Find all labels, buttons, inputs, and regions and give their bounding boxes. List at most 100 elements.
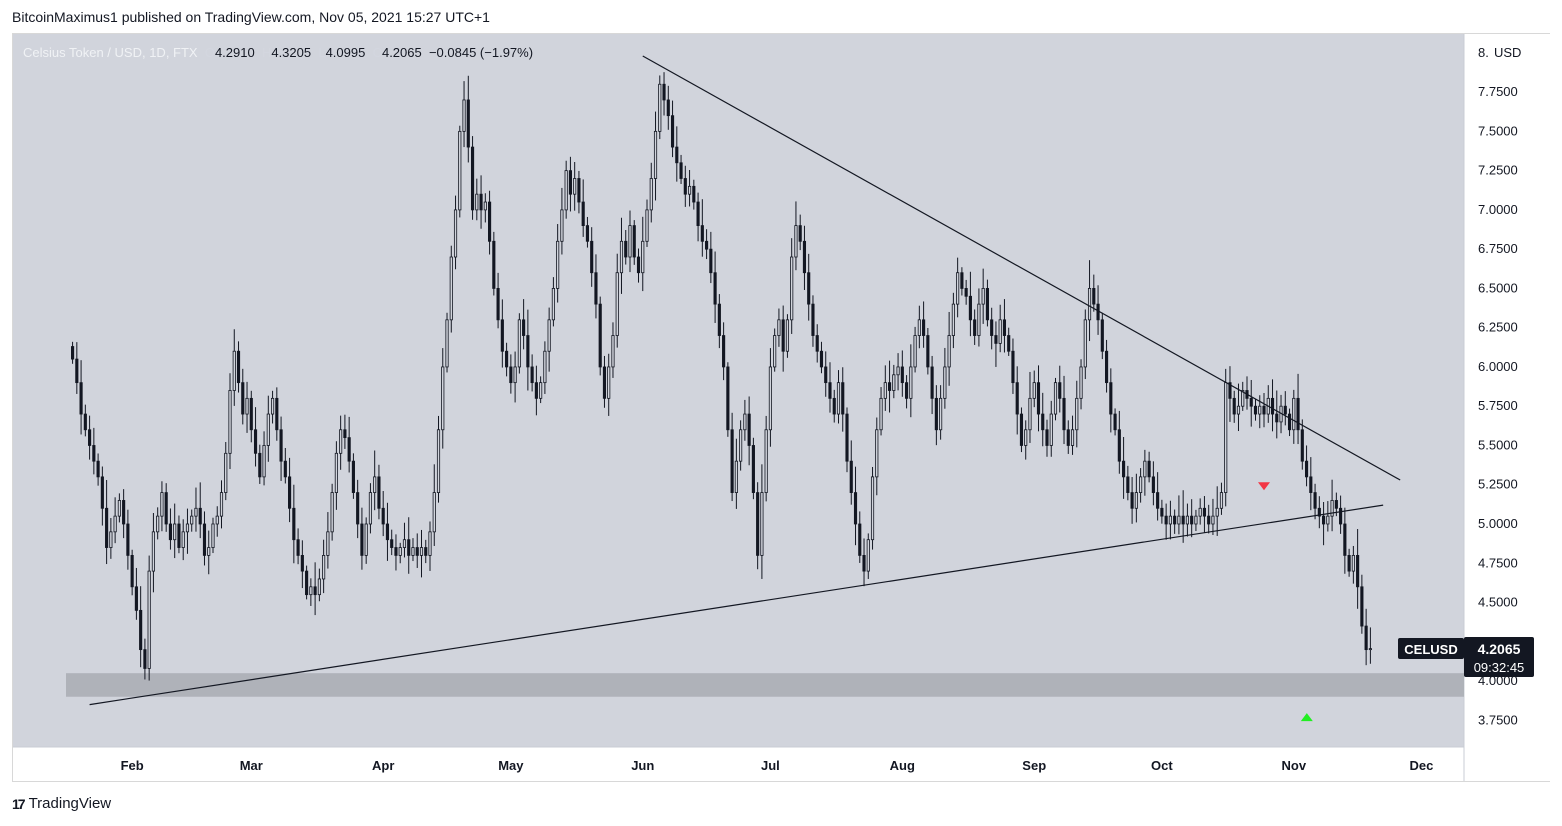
candle-body bbox=[445, 319, 449, 368]
candle-body bbox=[1262, 405, 1266, 415]
candle-body bbox=[1339, 507, 1343, 525]
candle-body bbox=[1334, 500, 1338, 509]
candle-body bbox=[475, 193, 479, 211]
candle-body bbox=[1300, 429, 1304, 462]
candle-body bbox=[185, 523, 190, 533]
candle-body bbox=[1317, 507, 1321, 517]
candle-body bbox=[1292, 397, 1296, 431]
support-zone bbox=[66, 673, 1464, 697]
candle-body bbox=[381, 507, 385, 525]
candle-body bbox=[83, 413, 87, 431]
candle-body bbox=[743, 413, 747, 431]
candle-body bbox=[666, 99, 670, 117]
candle-body bbox=[360, 523, 364, 556]
candle-body bbox=[1215, 507, 1219, 517]
candle-body bbox=[288, 476, 292, 509]
footer: 17 TradingView bbox=[12, 795, 111, 812]
legend-low-label: L bbox=[318, 45, 326, 60]
x-tick-label: Feb bbox=[121, 758, 144, 773]
candle-body bbox=[628, 225, 632, 258]
candle-body bbox=[875, 429, 879, 478]
candle-body bbox=[300, 555, 304, 572]
candle-body bbox=[168, 523, 173, 541]
candle-body bbox=[717, 303, 721, 336]
candle-body bbox=[71, 346, 75, 360]
candle-body bbox=[722, 335, 726, 368]
footer-brand[interactable]: TradingView bbox=[28, 795, 112, 812]
candle-body bbox=[598, 303, 602, 368]
candle-body bbox=[1139, 476, 1143, 493]
candle-body bbox=[1224, 382, 1228, 493]
candle-body bbox=[994, 335, 998, 344]
candle-body bbox=[462, 99, 466, 132]
x-axis-area bbox=[13, 747, 1464, 781]
y-tick-label: 5.0000 bbox=[1478, 516, 1518, 531]
red-down-triangle-icon bbox=[1258, 482, 1271, 491]
candle-body bbox=[1117, 429, 1121, 462]
candle-body bbox=[577, 178, 581, 203]
candle-body bbox=[517, 319, 521, 368]
candle-body bbox=[364, 523, 368, 556]
candle-body bbox=[581, 201, 585, 226]
candle-body bbox=[913, 335, 917, 368]
candle-body bbox=[1207, 515, 1211, 525]
candle-body bbox=[449, 256, 453, 321]
candle-body bbox=[815, 335, 819, 352]
symbol-tag-label: CELUSD bbox=[1404, 642, 1457, 657]
candle-body bbox=[1198, 507, 1202, 517]
candle-body bbox=[309, 586, 313, 596]
candle-body bbox=[1109, 382, 1113, 415]
candle-body bbox=[734, 460, 738, 493]
candle-body bbox=[1236, 405, 1241, 415]
candle-body bbox=[1126, 476, 1130, 493]
tradingview-logo-icon[interactable]: 17 bbox=[12, 795, 26, 812]
candle-body bbox=[641, 240, 645, 274]
y-tick-label: 6.5000 bbox=[1478, 280, 1518, 295]
legend-close-label: C bbox=[372, 45, 382, 60]
candle-body bbox=[1007, 335, 1011, 352]
candle-body bbox=[458, 130, 462, 211]
candle-body bbox=[1309, 476, 1313, 493]
candle-body bbox=[343, 429, 347, 439]
candle-body bbox=[824, 366, 828, 384]
candle-body bbox=[700, 225, 704, 242]
legend-open-label: O bbox=[204, 45, 215, 60]
candle-body bbox=[181, 531, 185, 548]
y-tick-label: 7.7500 bbox=[1478, 84, 1518, 99]
candle-body bbox=[798, 225, 802, 242]
candle-body bbox=[892, 374, 896, 391]
candle-body bbox=[968, 295, 972, 321]
candle-body bbox=[75, 358, 79, 384]
candle-body bbox=[530, 366, 534, 384]
candle-body bbox=[296, 539, 300, 556]
candle-body bbox=[568, 170, 572, 195]
candle-body bbox=[522, 319, 526, 336]
candle-body bbox=[883, 382, 887, 399]
candle-body bbox=[1156, 492, 1160, 509]
x-tick-label: Jun bbox=[631, 758, 654, 773]
candle-body bbox=[926, 335, 930, 368]
candle-body bbox=[705, 240, 709, 250]
candle-body bbox=[266, 413, 270, 446]
candle-body bbox=[939, 397, 943, 431]
candle-body bbox=[147, 570, 151, 669]
candle-body bbox=[564, 170, 568, 211]
candle-body bbox=[351, 460, 355, 493]
candle-body bbox=[1113, 413, 1117, 431]
candle-body bbox=[1015, 382, 1019, 415]
candle-body bbox=[917, 319, 921, 336]
ascending-support-line bbox=[89, 504, 1384, 706]
candle-body bbox=[105, 507, 109, 548]
candle-body bbox=[802, 240, 807, 274]
candle-body bbox=[1173, 515, 1177, 525]
candle-body bbox=[768, 366, 772, 431]
candle-body bbox=[419, 547, 424, 556]
candle-body bbox=[973, 319, 977, 336]
candle-body bbox=[1228, 382, 1232, 399]
candle-body bbox=[117, 500, 121, 517]
candle-body bbox=[317, 578, 321, 596]
candle-body bbox=[807, 272, 811, 305]
candle-body bbox=[1185, 515, 1189, 525]
candle-body bbox=[636, 256, 641, 274]
